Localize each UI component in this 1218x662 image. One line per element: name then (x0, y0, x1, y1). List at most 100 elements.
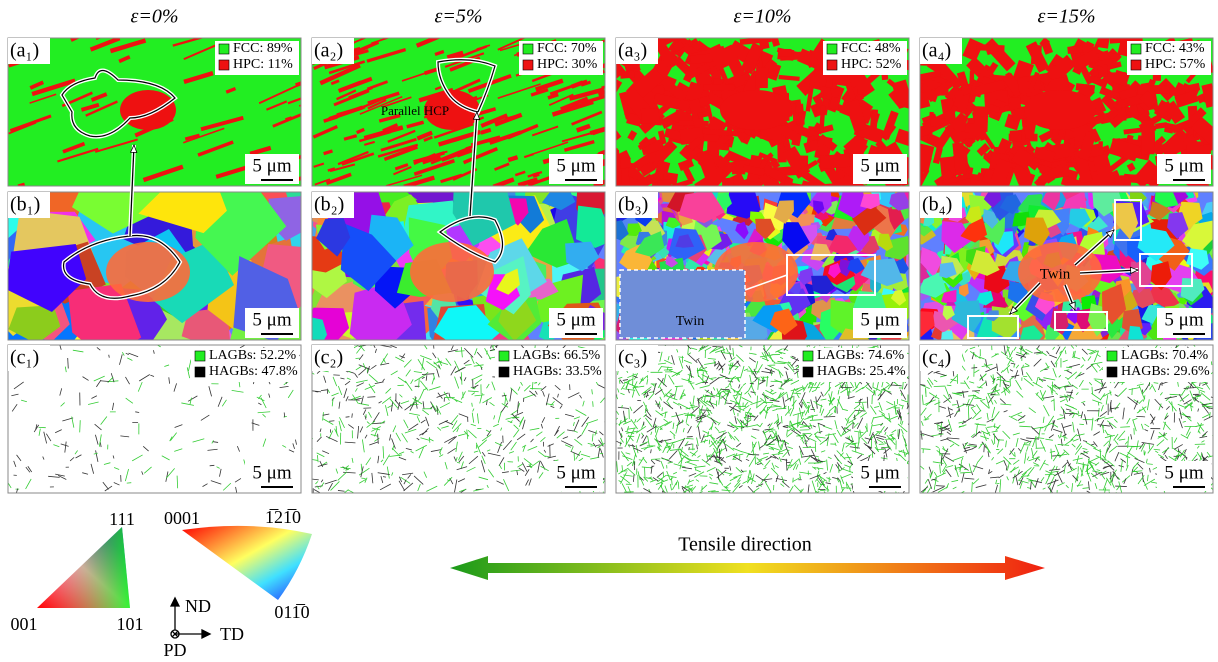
panel-label: (c₂) (314, 347, 343, 369)
grain-boundary (1120, 427, 1130, 428)
legend-swatch (803, 351, 813, 361)
grain-boundary (874, 390, 875, 394)
grain (576, 206, 613, 248)
grain-boundary (881, 447, 890, 448)
hcp-grain (720, 90, 792, 130)
tensile-arrow (450, 556, 1045, 580)
large-grain (410, 242, 494, 302)
hcp-lath (965, 138, 972, 146)
legend-text: HAGBs: 25.4% (817, 364, 906, 379)
hcp-lath (1031, 45, 1042, 65)
legend-swatch (803, 367, 813, 377)
legend-text: LAGBs: 52.2% (209, 348, 296, 363)
scale-text: 5 μm (1164, 309, 1203, 330)
grain-boundary (662, 407, 663, 411)
scale-text: 5 μm (556, 155, 595, 176)
column-header: ε=0% (130, 6, 178, 28)
grain-boundary (802, 402, 803, 407)
legend-text: HPC: 52% (841, 57, 902, 72)
scale-text: 5 μm (860, 309, 899, 330)
grain-boundary (593, 401, 594, 407)
legend-swatch (1131, 44, 1141, 54)
grain-boundary (633, 386, 638, 387)
legend-swatch (499, 367, 509, 377)
hcp-lath (1010, 131, 1022, 141)
panel-label: (b₁) (10, 194, 40, 216)
ipf-label: 101 (117, 614, 144, 634)
legend-text: HPC: 30% (537, 57, 598, 72)
hcp-lath (1141, 120, 1154, 154)
grain-boundary (80, 420, 81, 432)
hcp-lath (703, 84, 734, 91)
legend-swatch (195, 367, 205, 377)
scale-text: 5 μm (252, 462, 291, 483)
grain-boundary (802, 412, 803, 416)
grain-boundary (709, 440, 710, 444)
hcp-lath (1067, 46, 1083, 54)
grain-boundary (968, 406, 969, 419)
grain-boundary (651, 459, 660, 460)
grain-boundary (909, 394, 918, 400)
figure: Tensile direction 111 001 101 0001 1̅21̅… (0, 0, 1218, 662)
grain-boundary (383, 477, 386, 478)
grain-boundary (879, 444, 885, 445)
hcp-lath (756, 67, 768, 88)
column-header: ε=15% (1037, 6, 1095, 28)
panel-label: (b₂) (314, 194, 344, 216)
grain-boundary (177, 476, 178, 489)
grain (941, 330, 953, 344)
legend-swatch (219, 44, 229, 54)
panel-label: (a₄) (922, 40, 951, 62)
hcp-grain (120, 90, 176, 130)
panel-label: (a₃) (618, 40, 647, 62)
scale-text: 5 μm (252, 309, 291, 330)
grain-boundary (622, 465, 623, 470)
hcp-lath (930, 117, 945, 127)
legend-swatch (827, 60, 837, 70)
grain-boundary (645, 467, 646, 479)
legend-text: HPC: 57% (1145, 57, 1206, 72)
legend-text: LAGBs: 66.5% (513, 348, 600, 363)
legend-swatch (827, 44, 837, 54)
column-header: ε=10% (733, 6, 791, 28)
legend-text: FCC: 89% (233, 41, 293, 56)
hcp-lath (778, 49, 791, 57)
ipf-label: 001 (11, 614, 38, 634)
scale-text: 5 μm (556, 462, 595, 483)
scale-text: 5 μm (556, 309, 595, 330)
column-header: ε=5% (434, 6, 482, 28)
legend-text: HAGBs: 33.5% (513, 364, 602, 379)
hcp-lath (612, 158, 622, 184)
hcp-lath (1137, 85, 1169, 94)
panel-label: (b₃) (618, 194, 648, 216)
legend-swatch (499, 351, 509, 361)
grain-boundary (509, 493, 518, 502)
legend-swatch (1131, 60, 1141, 70)
grain-boundary (750, 383, 754, 384)
grain-boundary (640, 493, 647, 502)
fcc-ipf-key: 111 001 101 (11, 509, 144, 634)
legend-text: HAGBs: 47.8% (209, 364, 298, 379)
legend-text: FCC: 70% (537, 41, 597, 56)
panel-label: (c₁) (10, 347, 39, 369)
scale-text: 5 μm (860, 462, 899, 483)
hcp-lath (967, 118, 974, 123)
grain-boundary (675, 386, 683, 387)
hcp-grain (1024, 90, 1096, 130)
tensile-label: Tensile direction (678, 534, 812, 556)
grain-boundary (909, 349, 920, 350)
hcp-lath (759, 38, 770, 50)
panel-label: (a₂) (314, 40, 343, 62)
scale-text: 5 μm (860, 155, 899, 176)
grain-boundary (635, 492, 642, 500)
legend-text: HPC: 11% (233, 57, 293, 72)
panel-label: (a₁) (10, 40, 39, 62)
legend-swatch (195, 351, 205, 361)
grain-boundary (329, 421, 334, 422)
ipf-label: 0001 (164, 508, 200, 528)
scale-text: 5 μm (252, 155, 291, 176)
grain-boundary (633, 475, 634, 482)
scale-text: 5 μm (1164, 155, 1203, 176)
grain-boundary (109, 355, 110, 358)
panel-label: (c₃) (618, 347, 647, 369)
